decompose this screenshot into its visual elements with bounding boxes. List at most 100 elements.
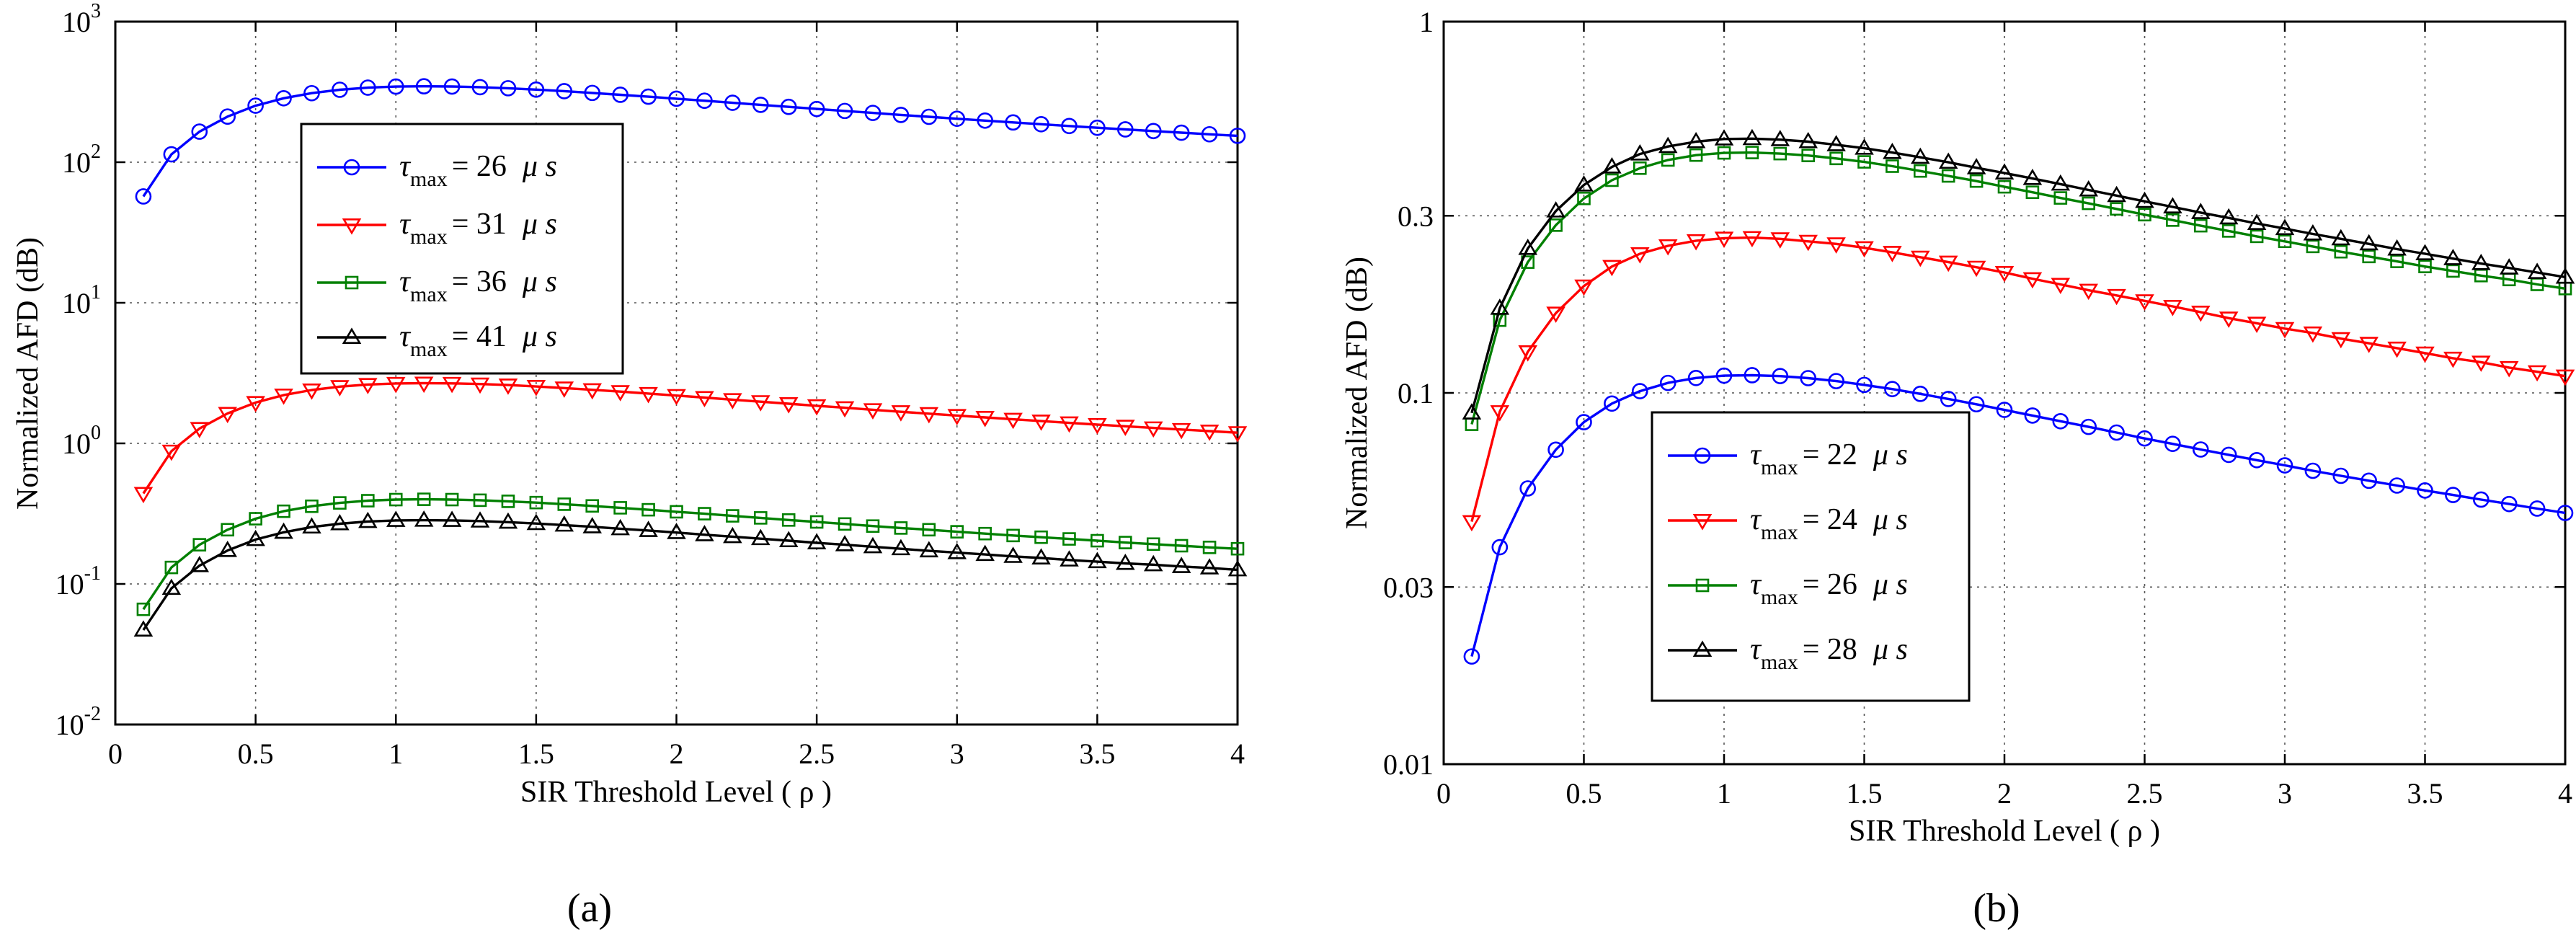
data-point <box>584 84 601 102</box>
caption-b: (b) <box>1973 886 2020 931</box>
data-point <box>2107 288 2126 306</box>
data-point <box>1463 648 1480 665</box>
data-point <box>1632 383 1648 399</box>
data-point <box>2022 169 2043 185</box>
data-point <box>753 511 768 525</box>
data-point <box>388 492 403 507</box>
legend-unit: μ s <box>522 150 557 183</box>
legend-item: τmax = 24 μ s <box>1668 503 1908 544</box>
x-tick-label: 0.5 <box>1566 777 1602 810</box>
data-point <box>414 376 434 394</box>
y-tick-label-base: 10 <box>55 709 84 741</box>
data-point <box>2082 196 2095 211</box>
data-point <box>219 108 236 125</box>
data-point <box>2275 218 2295 236</box>
data-point <box>386 510 406 527</box>
data-point <box>2389 477 2405 494</box>
legend-item: τmax = 41 μ s <box>317 320 557 361</box>
data-point <box>1686 131 1706 149</box>
x-tick-label: 4 <box>1230 737 1245 770</box>
data-point <box>1857 155 1871 169</box>
data-point <box>2334 244 2348 259</box>
legend-value: = 31 <box>452 208 507 241</box>
y-axis-label-b: Normalized AFD (dB) <box>1341 257 1374 529</box>
data-point <box>2249 229 2264 244</box>
data-point <box>1143 554 1163 572</box>
data-point <box>726 509 740 523</box>
data-point <box>2219 311 2239 328</box>
y-tick-label-exponent: 3 <box>91 0 101 22</box>
series-line <box>1470 151 2566 425</box>
data-point <box>947 409 967 425</box>
legend-value: = 36 <box>452 265 507 298</box>
data-point <box>554 381 574 398</box>
x-tick-label: 1 <box>388 737 403 770</box>
data-point <box>977 112 993 129</box>
data-point <box>1574 279 1594 296</box>
data-point <box>2278 234 2292 249</box>
data-point <box>2362 249 2376 264</box>
legend-symbol: τ <box>1750 568 1762 601</box>
data-point <box>838 517 852 531</box>
data-point <box>1199 425 1220 441</box>
legend-symbol: τ <box>399 320 412 353</box>
legend-box-b <box>1651 411 1971 702</box>
data-point <box>2107 185 2126 203</box>
legend-symbol: τ <box>1750 438 1762 471</box>
data-point <box>2191 305 2211 322</box>
data-point <box>1630 144 1650 161</box>
data-point <box>1088 551 1107 569</box>
legend-marker <box>1692 514 1713 531</box>
data-point <box>443 78 461 95</box>
data-point <box>696 92 713 110</box>
y-tick-label: 101 <box>62 281 101 319</box>
y-tick-label: 100 <box>62 422 101 460</box>
data-point <box>1658 136 1678 154</box>
data-point <box>1883 246 1902 262</box>
data-point <box>1856 376 1873 394</box>
data-point <box>247 97 264 114</box>
data-point <box>2163 300 2182 316</box>
data-point <box>1117 121 1134 138</box>
legend-unit: μ s <box>522 320 557 353</box>
data-point <box>2219 208 2239 225</box>
data-point <box>1116 553 1135 570</box>
data-point <box>2443 351 2463 368</box>
legend-value: = 28 <box>1803 633 1857 666</box>
series-layer-b <box>1462 128 2575 665</box>
data-point <box>2052 412 2069 430</box>
data-point <box>2471 254 2491 270</box>
data-point <box>1798 234 1818 252</box>
data-point <box>2108 424 2125 441</box>
data-point <box>2193 441 2209 458</box>
data-point <box>2527 262 2547 279</box>
data-point <box>2110 202 2123 216</box>
data-point <box>135 188 152 205</box>
grid-b <box>1444 22 2565 764</box>
data-point <box>2136 430 2153 447</box>
data-point <box>670 505 683 519</box>
x-tick-label: 3.5 <box>2407 777 2443 810</box>
data-point <box>1798 131 1818 149</box>
data-point <box>1145 123 1162 140</box>
data-point <box>2080 418 2097 435</box>
data-point <box>836 102 853 120</box>
data-point <box>1938 152 1958 169</box>
data-point <box>2024 407 2041 424</box>
data-point <box>975 411 995 428</box>
data-point <box>2471 355 2491 372</box>
data-point <box>2528 500 2546 517</box>
data-point <box>835 401 855 418</box>
data-point <box>498 512 518 529</box>
data-point <box>1227 559 1248 577</box>
x-tick-label: 2.5 <box>799 737 835 770</box>
data-point <box>668 90 685 107</box>
legend-unit: μ s <box>1873 438 1908 471</box>
data-point <box>1462 403 1482 420</box>
data-point <box>2191 203 2211 219</box>
data-point <box>2303 223 2323 241</box>
y-tick-label: 0.1 <box>1398 377 1434 409</box>
legend-item: τmax = 31 μ s <box>317 208 557 249</box>
